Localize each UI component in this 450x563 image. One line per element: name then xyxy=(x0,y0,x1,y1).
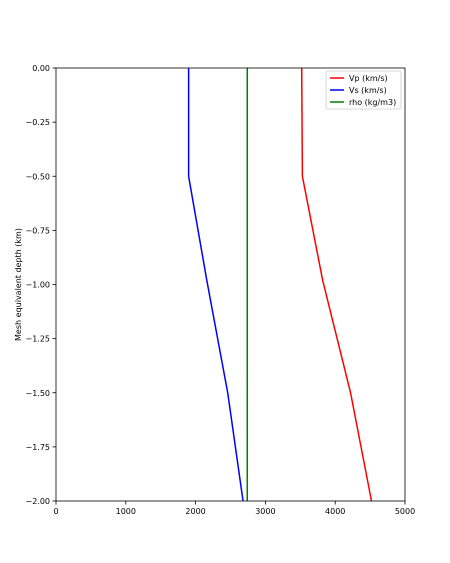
x-tick-label: 2000 xyxy=(185,507,205,516)
legend-label: rho (kg/m3) xyxy=(349,98,396,107)
x-tick-label: 0 xyxy=(53,507,58,516)
legend-box xyxy=(325,70,402,110)
y-tick-label: −0.75 xyxy=(25,226,50,235)
x-tick-label: 4000 xyxy=(325,507,345,516)
x-tick-label: 5000 xyxy=(395,507,415,516)
legend-label: Vs (km/s) xyxy=(349,86,387,95)
series-line-1 xyxy=(187,68,244,502)
y-tick-label: −0.50 xyxy=(25,172,50,181)
y-tick-label: −1.00 xyxy=(25,281,50,290)
y-tick-label: −2.00 xyxy=(25,497,50,506)
y-axis-label: Mesh equivalent depth (km) xyxy=(14,228,23,341)
axes-frame xyxy=(55,67,406,502)
y-tick-label: −0.25 xyxy=(25,118,50,127)
legend: Vp (km/s) Vs (km/s) rho (kg/m3) xyxy=(325,70,402,110)
y-tick-label: −1.25 xyxy=(25,335,50,344)
axes-layer: 0 1000 2000 3000 4000 5000 0.00 −0.25 −0.50 −0.75… xyxy=(25,64,415,516)
legend-label: Vp (km/s) xyxy=(349,74,388,83)
y-tick-label: −1.50 xyxy=(25,389,50,398)
y-tick-label: 0.00 xyxy=(32,64,50,73)
series-layer xyxy=(187,67,373,502)
x-tick-label: 3000 xyxy=(255,507,275,516)
y-tick-label: −1.75 xyxy=(25,443,50,452)
x-tick-label: 1000 xyxy=(116,507,136,516)
series-line-0 xyxy=(300,67,373,502)
